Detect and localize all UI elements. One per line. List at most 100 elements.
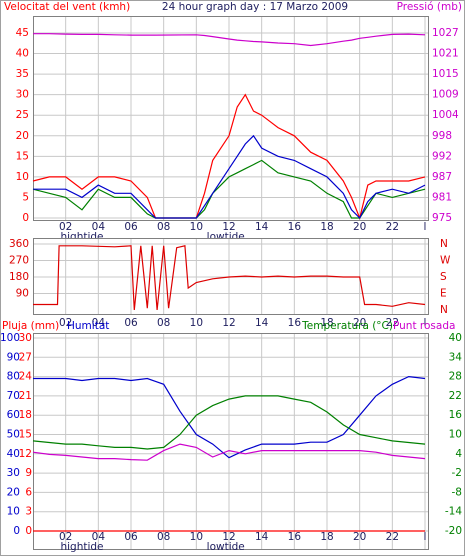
annotation: lowtide bbox=[207, 541, 245, 553]
x-tick-label: 04 bbox=[92, 317, 106, 329]
series-line bbox=[33, 375, 426, 459]
y2-tick-label: 1004 bbox=[432, 109, 459, 121]
x-tick-label: 08 bbox=[157, 531, 170, 543]
x-tick-label: 18 bbox=[320, 317, 333, 329]
y2-tick-label: N bbox=[440, 304, 448, 316]
y-tick-label: 45 bbox=[16, 27, 29, 39]
x-tick-label: 22 bbox=[386, 317, 399, 329]
x-tick-label: 08 bbox=[157, 317, 170, 329]
y2-tick-label: 10 bbox=[449, 429, 462, 441]
x-tick-label: 12 bbox=[222, 531, 235, 543]
x-tick-label: 10 bbox=[190, 531, 203, 543]
x-tick-label: l bbox=[424, 531, 427, 543]
x-tick-label: 22 bbox=[386, 221, 399, 233]
y-tick-label: 90 bbox=[16, 288, 29, 300]
series-line bbox=[33, 134, 426, 220]
y2-tick-label: -8 bbox=[452, 486, 462, 498]
series-line bbox=[32, 159, 426, 219]
x-tick-label: l bbox=[424, 221, 427, 233]
header-label: 24 hour graph day : 17 Marzo 2009 bbox=[162, 1, 348, 13]
header-label: Pressió (mb) bbox=[397, 1, 462, 13]
y2-tick-label: 4 bbox=[455, 448, 462, 460]
y-tick-label: 30 bbox=[16, 89, 29, 101]
header-label: Velocitat del vent (kmh) bbox=[4, 1, 130, 13]
series-line bbox=[33, 245, 426, 311]
x-tick-label: l bbox=[424, 317, 427, 329]
y-tick-label: 30 bbox=[7, 467, 20, 479]
x-tick-label: 14 bbox=[255, 221, 269, 233]
y3-tick-label: 18 bbox=[19, 409, 32, 421]
annotation: hightide bbox=[60, 541, 103, 553]
y2-tick-label: 1027 bbox=[432, 27, 459, 39]
y2-tick-label: -20 bbox=[445, 525, 462, 537]
y-tick-label: 20 bbox=[16, 130, 29, 142]
y-tick-label: 40 bbox=[7, 448, 20, 460]
y2-tick-label: 992 bbox=[432, 150, 452, 162]
x-tick-label: 04 bbox=[92, 221, 106, 233]
series-line bbox=[32, 395, 426, 450]
x-tick-label: 20 bbox=[353, 221, 366, 233]
y3-tick-label: 21 bbox=[19, 390, 32, 402]
y-tick-label: 20 bbox=[7, 486, 20, 498]
y-tick-label: 80 bbox=[7, 371, 20, 383]
y2-tick-label: E bbox=[440, 288, 447, 300]
y3-tick-label: 24 bbox=[19, 371, 33, 383]
y3-tick-label: 15 bbox=[19, 429, 32, 441]
x-tick-label: 16 bbox=[288, 531, 302, 543]
y-tick-label: 0 bbox=[22, 212, 29, 224]
y2-tick-label: 16 bbox=[449, 409, 463, 421]
x-tick-label: 02 bbox=[59, 531, 72, 543]
header-label: Pluja (mm) bbox=[2, 320, 59, 332]
y3-tick-label: 9 bbox=[25, 467, 32, 479]
y-tick-label: 270 bbox=[9, 255, 29, 267]
y-tick-label: 15 bbox=[16, 150, 29, 162]
x-tick-label: 04 bbox=[92, 531, 106, 543]
y2-tick-label: 987 bbox=[432, 171, 452, 183]
x-tick-label: 12 bbox=[222, 317, 235, 329]
y3-tick-label: 27 bbox=[19, 351, 32, 363]
y2-tick-label: N bbox=[440, 238, 448, 250]
y3-tick-label: 0 bbox=[25, 525, 32, 537]
y2-tick-label: 40 bbox=[449, 332, 462, 344]
y3-tick-label: 6 bbox=[25, 486, 32, 498]
y-tick-label: 35 bbox=[16, 68, 29, 80]
y-tick-label: 50 bbox=[7, 429, 20, 441]
x-tick-label: 14 bbox=[255, 317, 269, 329]
y-tick-label: 180 bbox=[9, 271, 29, 283]
y2-tick-label: 1009 bbox=[432, 89, 459, 101]
y-tick-label: 40 bbox=[16, 48, 29, 60]
x-tick-label: 16 bbox=[288, 317, 302, 329]
y-tick-label: 10 bbox=[7, 506, 20, 518]
x-tick-label: 06 bbox=[124, 317, 138, 329]
y2-tick-label: 22 bbox=[449, 390, 462, 402]
y2-tick-label: S bbox=[440, 271, 447, 283]
x-tick-label: 02 bbox=[59, 317, 72, 329]
series-line bbox=[32, 443, 426, 461]
y-tick-label: 5 bbox=[22, 191, 29, 203]
header-label: Punt rosada bbox=[393, 320, 455, 332]
y-tick-label: 10 bbox=[16, 171, 29, 183]
y-tick-label: 70 bbox=[7, 390, 20, 402]
y-tick-label: 90 bbox=[7, 351, 20, 363]
x-tick-label: 02 bbox=[59, 221, 72, 233]
series-line bbox=[33, 33, 426, 47]
y2-tick-label: -14 bbox=[445, 506, 462, 518]
y-tick-label: 60 bbox=[7, 409, 20, 421]
header-label: Temperatura (°C) bbox=[301, 320, 393, 332]
x-tick-label: 08 bbox=[157, 221, 170, 233]
y2-tick-label: 34 bbox=[449, 351, 463, 363]
y3-tick-label: 3 bbox=[25, 506, 32, 518]
y2-tick-label: 981 bbox=[432, 191, 452, 203]
plot-frame bbox=[33, 333, 429, 550]
y-tick-label: 0 bbox=[13, 525, 20, 537]
y2-tick-label: 1015 bbox=[432, 68, 459, 80]
x-tick-label: 20 bbox=[353, 531, 366, 543]
y3-tick-label: 30 bbox=[19, 332, 32, 344]
x-tick-label: 10 bbox=[190, 317, 203, 329]
y2-tick-label: 1021 bbox=[432, 48, 459, 60]
y2-tick-label: W bbox=[440, 255, 451, 267]
x-tick-label: 18 bbox=[320, 221, 333, 233]
header-label: Humitat bbox=[67, 320, 109, 332]
